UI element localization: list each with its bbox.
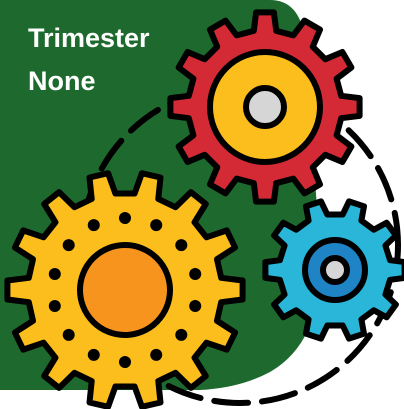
gear-dot <box>150 349 162 361</box>
illustration: Trimester None <box>0 0 404 409</box>
title-line-1: Trimester <box>28 23 150 53</box>
gear-dot <box>175 239 187 251</box>
yellow-gear-inner <box>80 245 170 335</box>
gear-dot <box>88 219 100 231</box>
gear-dot <box>119 356 131 368</box>
gear-dot <box>150 219 162 231</box>
gear-dot <box>175 329 187 341</box>
blue-gear-hub <box>323 258 347 282</box>
red-gear-hub <box>246 88 284 126</box>
page: {"title": {"line1": "Trimester", "line2"… <box>0 0 404 409</box>
gear-dot <box>49 268 61 280</box>
gear-dot <box>119 212 131 224</box>
gear-dot <box>63 239 75 251</box>
gear-dot <box>49 300 61 312</box>
gear-dot <box>189 268 201 280</box>
gear-dot <box>189 300 201 312</box>
title-line-2: None <box>28 66 96 96</box>
gear-dot <box>88 349 100 361</box>
gear-dot <box>63 329 75 341</box>
